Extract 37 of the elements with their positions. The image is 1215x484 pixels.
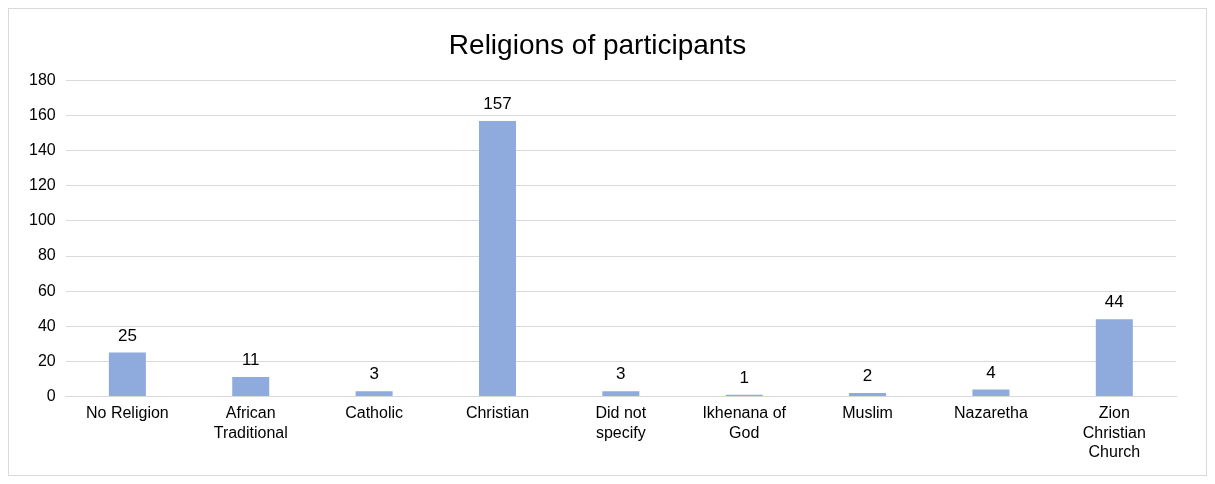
y-tick-label: 100 — [28, 211, 56, 229]
data-label: 1 — [739, 367, 749, 387]
x-tick-label: Christian — [465, 404, 530, 422]
bar — [108, 352, 146, 396]
y-tick-label: 80 — [37, 246, 56, 264]
y-tick-label: 20 — [37, 351, 56, 369]
y-tick-label: 60 — [37, 281, 56, 299]
data-label: 3 — [369, 364, 379, 384]
bar — [972, 389, 1010, 396]
x-tick-label: No Religion — [86, 404, 169, 422]
bar — [232, 377, 270, 396]
x-tick-label: African Traditional — [213, 404, 288, 441]
data-label: 157 — [483, 94, 512, 114]
x-tick-label: Zion Christian Church — [1082, 404, 1146, 460]
bar — [849, 392, 887, 396]
y-tick-label: 140 — [28, 141, 56, 159]
y-tick-label: 40 — [37, 316, 56, 334]
data-label: 3 — [616, 364, 626, 384]
x-tick-label: Ikhenana of God — [702, 404, 787, 441]
data-label: 25 — [117, 325, 137, 345]
x-tick-label: Muslim — [842, 404, 893, 422]
bar — [355, 391, 393, 396]
data-label: 2 — [862, 366, 873, 386]
y-tick-label: 180 — [28, 71, 56, 89]
bar — [1095, 319, 1133, 396]
bar — [478, 120, 516, 396]
data-label: 11 — [241, 350, 260, 370]
bar — [602, 391, 640, 396]
data-label: 4 — [986, 362, 996, 382]
data-label: 44 — [1104, 292, 1124, 312]
x-tick-label: Catholic — [345, 404, 404, 422]
y-tick-label: 160 — [28, 106, 56, 124]
y-tick-label: 120 — [28, 176, 56, 194]
chart-title: Religions of participants — [448, 28, 747, 60]
x-tick-label: Nazaretha — [954, 404, 1028, 422]
x-tick-label: Did not specify — [595, 404, 647, 441]
y-tick-label: 0 — [46, 386, 56, 404]
